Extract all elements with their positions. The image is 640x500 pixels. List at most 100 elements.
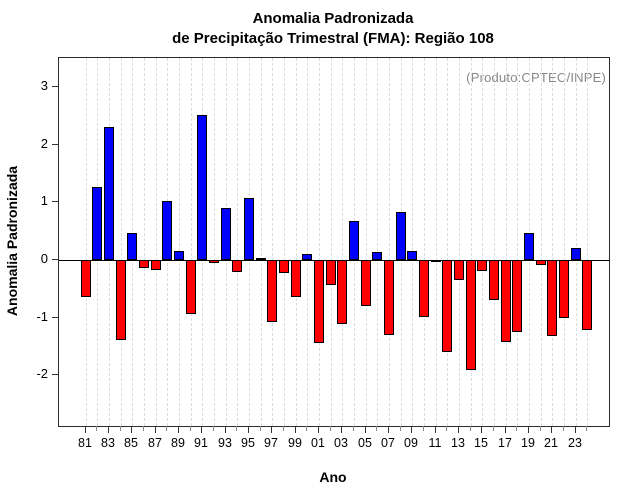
x-tick-label-97: 97 <box>264 436 278 450</box>
gridline-year-89 <box>179 58 180 426</box>
bar-09 <box>407 251 417 260</box>
x-tick-label-09: 09 <box>404 436 418 450</box>
x-tick-label-87: 87 <box>148 436 162 450</box>
x-tick-95 <box>248 426 249 433</box>
x-tick-label-19: 19 <box>521 436 535 450</box>
gridline-year-18 <box>517 58 518 426</box>
gridline-year-96 <box>261 58 262 426</box>
chart-title-line2: de Precipitação Trimestral (FMA): Região… <box>172 30 494 47</box>
gridline-year-84 <box>121 58 122 426</box>
x-tick-08 <box>400 426 401 431</box>
bar-83 <box>104 127 114 260</box>
gridline-year-11 <box>436 58 437 426</box>
x-tick-07 <box>388 426 389 433</box>
x-tick-91 <box>201 426 202 433</box>
gridline-year-97 <box>272 58 273 426</box>
bar-03 <box>337 260 347 324</box>
gridline-year-10 <box>424 58 425 426</box>
bar-14 <box>466 260 476 370</box>
bar-19 <box>524 233 534 260</box>
bar-06 <box>372 252 382 260</box>
bar-87 <box>151 260 161 270</box>
x-tick-97 <box>271 426 272 433</box>
x-tick-10 <box>423 426 424 431</box>
gridline-year-00 <box>307 58 308 426</box>
x-tick-87 <box>155 426 156 433</box>
bar-00 <box>302 254 312 260</box>
bar-90 <box>186 260 196 314</box>
y-tick--1 <box>52 317 58 318</box>
x-tick-92 <box>213 426 214 431</box>
source-annotation: (Produto:CPTEC/INPE) <box>466 70 606 85</box>
y-tick-label--1: -1 <box>36 309 48 324</box>
x-tick-12 <box>446 426 447 431</box>
x-tick-label-81: 81 <box>78 436 92 450</box>
x-tick-82 <box>96 426 97 431</box>
gridline-year-09 <box>412 58 413 426</box>
x-tick-02 <box>330 426 331 431</box>
x-tick-86 <box>143 426 144 431</box>
x-tick-label-89: 89 <box>171 436 185 450</box>
bar-21 <box>547 260 557 336</box>
bar-07 <box>384 260 394 335</box>
x-tick-label-85: 85 <box>124 436 138 450</box>
x-tick-00 <box>306 426 307 431</box>
bar-22 <box>559 260 569 318</box>
x-tick-label-07: 07 <box>381 436 395 450</box>
bar-84 <box>116 260 126 340</box>
gridline-year-13 <box>459 58 460 426</box>
x-tick-16 <box>493 426 494 431</box>
chart-title-line1: Anomalia Padronizada <box>252 10 414 27</box>
x-tick-19 <box>528 426 529 433</box>
chart-title: Anomalia Padronizada de Precipitação Tri… <box>58 9 608 49</box>
bar-89 <box>174 251 184 260</box>
bar-08 <box>396 212 406 260</box>
gridline-year-99 <box>296 58 297 426</box>
bar-12 <box>442 260 452 352</box>
bar-15 <box>477 260 487 271</box>
x-tick-label-11: 11 <box>428 436 442 450</box>
x-tick-13 <box>458 426 459 433</box>
zero-line <box>59 260 609 261</box>
bar-86 <box>139 260 149 268</box>
x-tick-83 <box>108 426 109 433</box>
x-tick-17 <box>505 426 506 433</box>
bar-82 <box>92 187 102 260</box>
y-tick-1 <box>52 201 58 202</box>
gridline-year-05 <box>366 58 367 426</box>
gridline-year-92 <box>214 58 215 426</box>
x-tick-label-83: 83 <box>101 436 115 450</box>
x-tick-15 <box>481 426 482 433</box>
gridline-year-06 <box>377 58 378 426</box>
y-tick--2 <box>52 374 58 375</box>
x-tick-label-23: 23 <box>568 436 582 450</box>
y-tick-label--2: -2 <box>36 366 48 381</box>
bar-88 <box>162 201 172 260</box>
x-tick-22 <box>563 426 564 431</box>
gridline-year-17 <box>506 58 507 426</box>
bar-99 <box>291 260 301 297</box>
x-tick-05 <box>365 426 366 433</box>
x-tick-85 <box>131 426 132 433</box>
gridline-year-90 <box>191 58 192 426</box>
x-tick-label-17: 17 <box>498 436 512 450</box>
gridline-year-87 <box>156 58 157 426</box>
x-tick-14 <box>470 426 471 431</box>
gridline-year-23 <box>576 58 577 426</box>
x-tick-96 <box>260 426 261 431</box>
x-tick-label-95: 95 <box>241 436 255 450</box>
x-tick-label-15: 15 <box>474 436 488 450</box>
bar-85 <box>127 233 137 260</box>
bar-24 <box>582 260 592 330</box>
plot-area: (Produto:CPTEC/INPE) <box>58 57 610 427</box>
x-axis-title: Ano <box>319 469 347 485</box>
y-tick-label-1: 1 <box>40 193 48 208</box>
bar-13 <box>454 260 464 280</box>
x-tick-23 <box>575 426 576 433</box>
bar-23 <box>571 248 581 260</box>
gridline-year-98 <box>284 58 285 426</box>
gridline-year-20 <box>541 58 542 426</box>
bar-96 <box>256 258 266 260</box>
y-tick-label-3: 3 <box>40 78 48 93</box>
x-tick-98 <box>283 426 284 431</box>
